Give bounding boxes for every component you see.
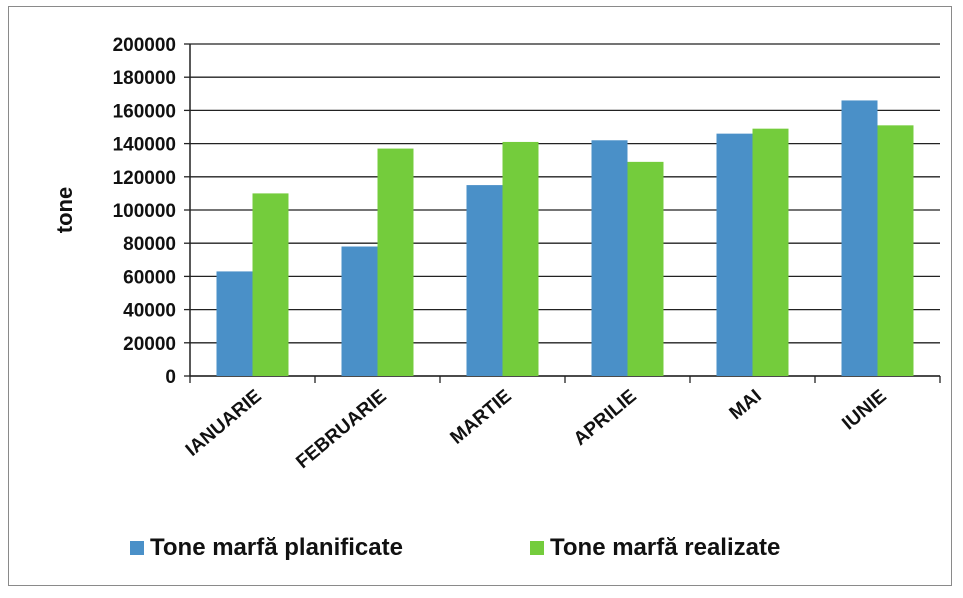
bar-planificate <box>466 185 503 376</box>
legend-swatch <box>130 541 144 555</box>
bar-planificate <box>591 140 628 376</box>
bar-realizate <box>752 128 789 376</box>
legend-swatch <box>530 541 544 555</box>
x-tick-label: APRILIE <box>570 386 641 450</box>
bar-planificate <box>716 133 753 376</box>
y-tick-label: 120000 <box>113 168 176 189</box>
x-tick-label: MAI <box>726 386 766 424</box>
y-tick-label: 40000 <box>123 301 176 322</box>
y-tick-label: 100000 <box>113 201 176 222</box>
x-tick-label: FEBRUARIE <box>292 386 390 473</box>
bar-realizate <box>252 193 289 376</box>
bar-realizate <box>377 148 414 376</box>
legend-label: Tone marfă planificate <box>150 534 403 561</box>
y-tick-label: 180000 <box>113 68 176 89</box>
y-tick-label: 140000 <box>113 135 176 156</box>
bar-planificate <box>216 271 253 376</box>
y-axis-title: tone <box>52 187 77 233</box>
y-tick-label: 0 <box>165 367 176 388</box>
x-tick-label: IANUARIE <box>182 386 266 461</box>
y-tick-label: 60000 <box>123 267 176 288</box>
y-tick-label: 20000 <box>123 334 176 355</box>
bar-planificate <box>841 100 878 376</box>
bar-realizate <box>877 125 914 376</box>
bar-realizate <box>502 141 539 376</box>
y-tick-label: 160000 <box>113 101 176 122</box>
x-tick-label: IUNIE <box>838 386 890 435</box>
legend-label: Tone marfă realizate <box>550 534 780 561</box>
y-tick-label: 80000 <box>123 234 176 255</box>
y-tick-label: 200000 <box>113 35 176 56</box>
x-tick-label: MARTIE <box>446 386 515 449</box>
bar-planificate <box>341 246 378 376</box>
bar-realizate <box>627 161 664 376</box>
